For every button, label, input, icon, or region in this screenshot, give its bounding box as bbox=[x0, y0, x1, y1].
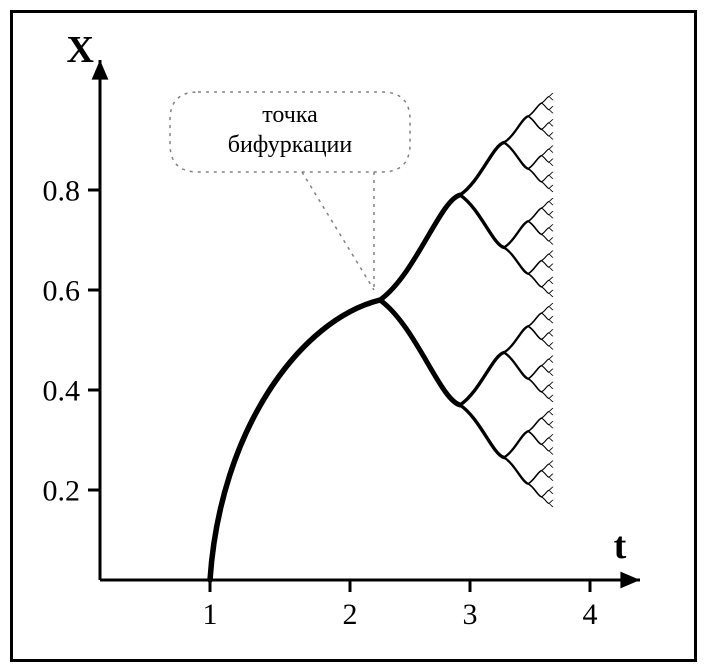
x-axis-label: t bbox=[614, 525, 627, 567]
y-tick-label: 0.4 bbox=[43, 375, 81, 408]
x-tick-label: 2 bbox=[343, 598, 358, 631]
x-axis-arrow-icon bbox=[620, 572, 640, 589]
callout-text-line: точка bbox=[262, 102, 318, 128]
y-tick-label: 0.8 bbox=[43, 175, 81, 208]
y-axis-arrow-icon bbox=[92, 60, 109, 80]
y-tick-label: 0.2 bbox=[43, 475, 81, 508]
stem-curve bbox=[210, 300, 380, 580]
callout-text-line: бифуркации bbox=[228, 132, 353, 158]
x-tick-label: 1 bbox=[203, 598, 218, 631]
x-tick-label: 4 bbox=[583, 598, 598, 631]
diagram-frame: 1 2 3 4 0.2 0.4 0.6 0.8 Xt точка бифуркации bbox=[10, 10, 697, 662]
y-tick-label: 0.6 bbox=[43, 275, 81, 308]
x-tick-label: 3 bbox=[463, 598, 478, 631]
callout: точка бифуркации bbox=[170, 92, 410, 290]
bifurcation-diagram-svg: 1 2 3 4 0.2 0.4 0.6 0.8 Xt точка бифуркации bbox=[13, 13, 694, 659]
y-axis-label: X bbox=[67, 29, 94, 71]
